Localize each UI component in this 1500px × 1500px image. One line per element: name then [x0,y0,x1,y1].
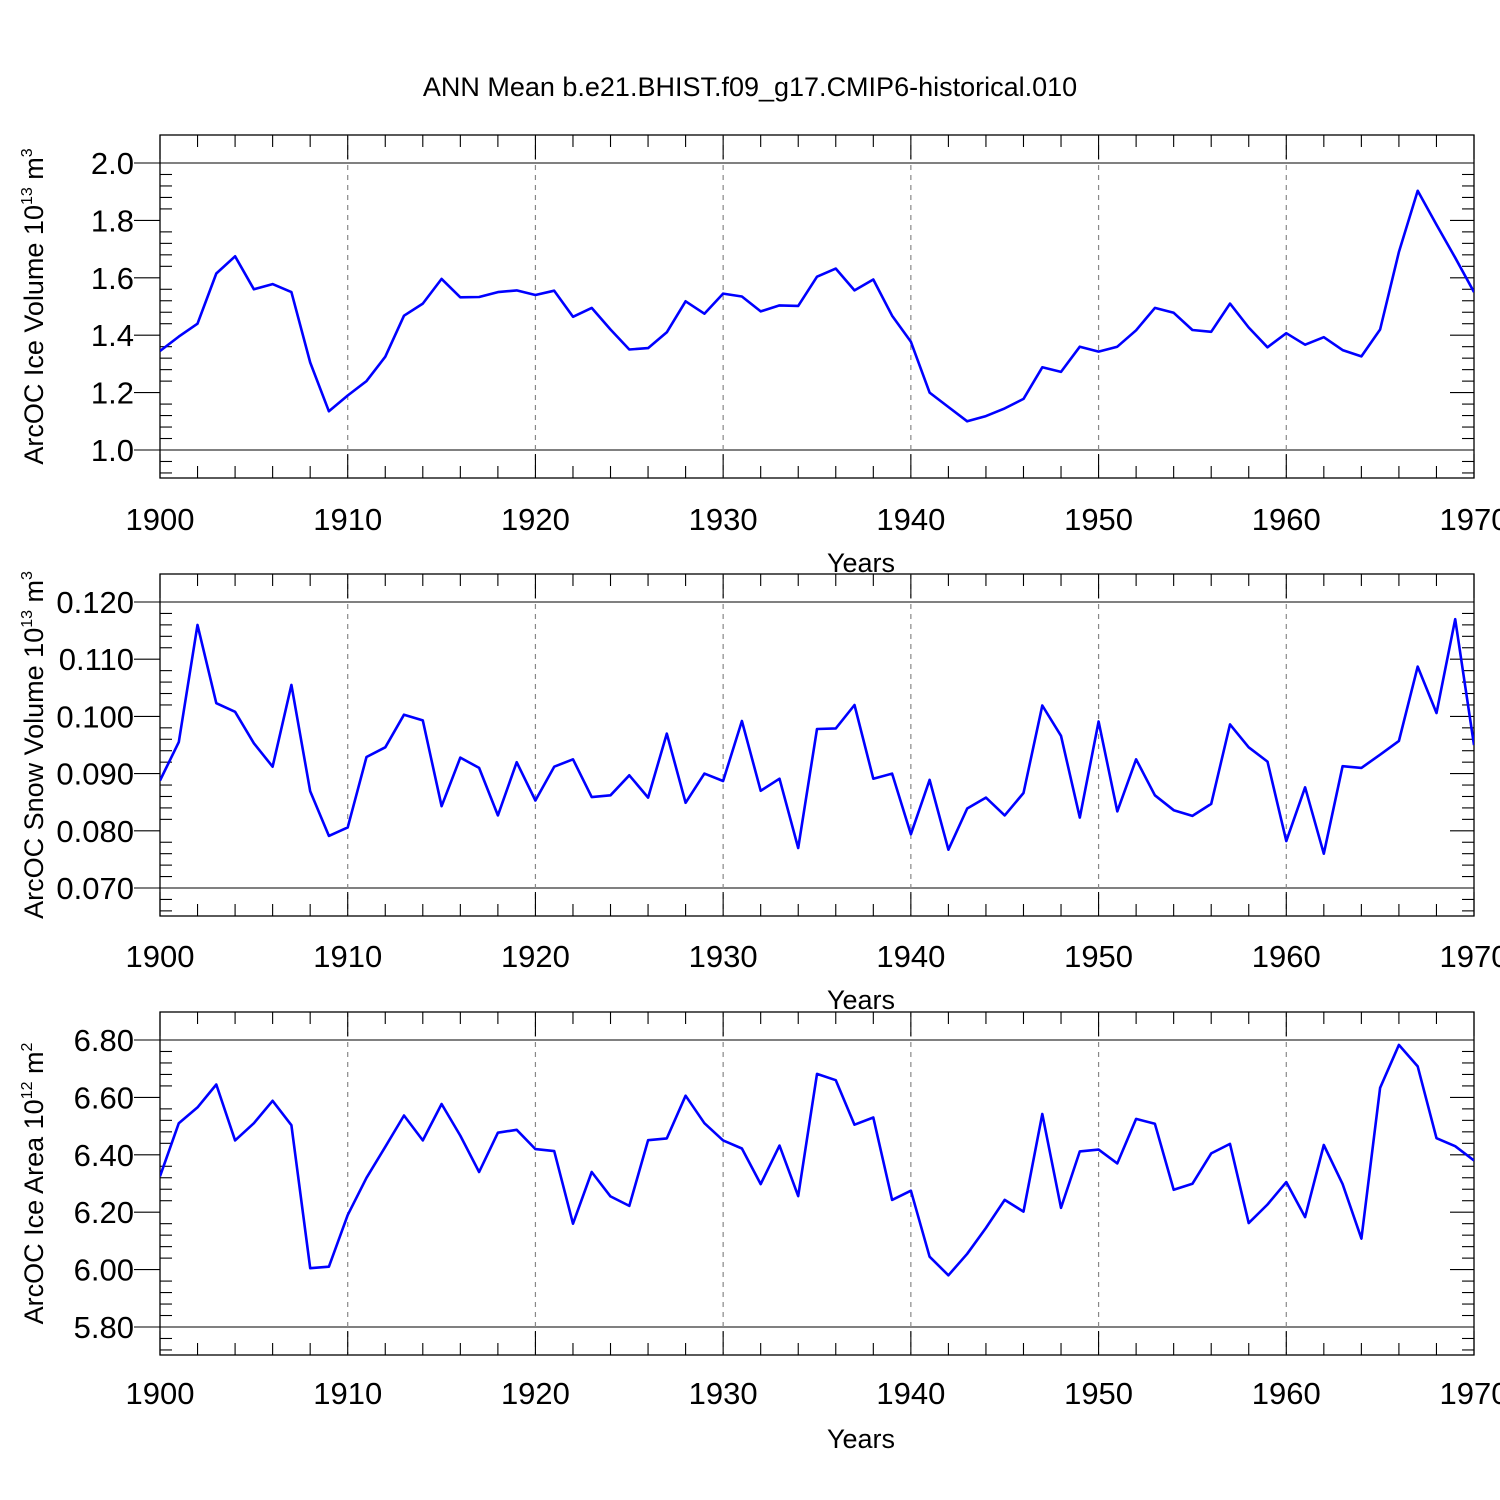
x-tick-label: 1920 [501,1376,570,1411]
x-tick-label: 1950 [1064,1376,1133,1411]
x-axis-title: Years [827,548,895,578]
plot-frame [159,573,1475,917]
y-axis-title: ArcOC Snow Volume 1013 m3 [19,571,49,919]
x-tick-label: 1960 [1252,939,1321,974]
chart-title: ANN Mean b.e21.BHIST.f09_g17.CMIP6-histo… [423,72,1077,102]
x-tick-label: 1910 [313,1376,382,1411]
x-tick-label: 1930 [689,939,758,974]
x-tick-label: 1900 [126,1376,195,1411]
y-tick-label: 0.070 [56,871,134,906]
x-tick-label: 1900 [126,502,195,537]
y-tick-label: 0.090 [56,757,134,792]
plot-frame [159,134,1475,479]
y-tick-label: 0.100 [56,699,134,734]
x-tick-label: 1920 [501,502,570,537]
y-axis-title: ArcOC Ice Volume 1013 m3 [19,148,49,464]
panel-3: 1900 1910 1920 1930 1940 1950 1960 1970 5.80 6.00… [19,1011,1500,1454]
series-line [160,1043,1474,1277]
y-tick-label: 6.60 [74,1080,134,1115]
x-tick-label: 1950 [1064,502,1133,537]
x-tick-label: 1970 [1440,939,1500,974]
x-tick-label: 1940 [876,1376,945,1411]
y-tick-label: 6.80 [74,1023,134,1058]
x-tick-label: 1950 [1064,939,1133,974]
panel-1: 1900 1910 1920 1930 1940 1950 1960 1970 1.0 1.2 1.… [19,134,1500,578]
y-tick-label: 5.80 [74,1310,134,1345]
chart-panels: 1900 1910 1920 1930 1940 1950 1960 1970 1.0 1.2 1.… [19,134,1500,1454]
x-tick-label: 1910 [313,502,382,537]
x-axis-title: Years [827,1424,895,1454]
x-tick-label: 1910 [313,939,382,974]
y-tick-label: 1.0 [91,433,134,468]
y-tick-label: 1.2 [91,376,134,411]
y-tick-label: 1.8 [91,203,134,238]
y-tick-label: 0.110 [59,642,134,677]
x-tick-label: 1900 [126,939,195,974]
series-line [160,189,1474,423]
y-tick-label: 2.0 [91,146,134,181]
series-line [160,617,1474,855]
y-tick-label: 6.40 [74,1138,134,1173]
x-tick-label: 1920 [501,939,570,974]
x-tick-label: 1960 [1252,502,1321,537]
x-tick-label: 1940 [876,939,945,974]
y-tick-label: 6.20 [74,1195,134,1230]
x-tick-label: 1970 [1440,1376,1500,1411]
x-tick-label: 1930 [689,502,758,537]
x-tick-label: 1970 [1440,502,1500,537]
y-axis-title: ArcOC Ice Area 1012 m2 [19,1043,49,1325]
x-tick-label: 1960 [1252,1376,1321,1411]
y-tick-label: 1.4 [91,318,134,353]
x-tick-label: 1930 [689,1376,758,1411]
plot-frame [159,1011,1475,1356]
y-tick-label: 1.6 [91,261,134,296]
x-axis-title: Years [827,985,895,1015]
y-tick-label: 6.00 [74,1253,134,1288]
x-tick-label: 1940 [876,502,945,537]
panel-2: 1900 1910 1920 1930 1940 1950 1960 1970 0.070 0.0… [19,571,1500,1015]
y-tick-label: 0.080 [56,814,134,849]
y-tick-label: 0.120 [56,585,134,620]
